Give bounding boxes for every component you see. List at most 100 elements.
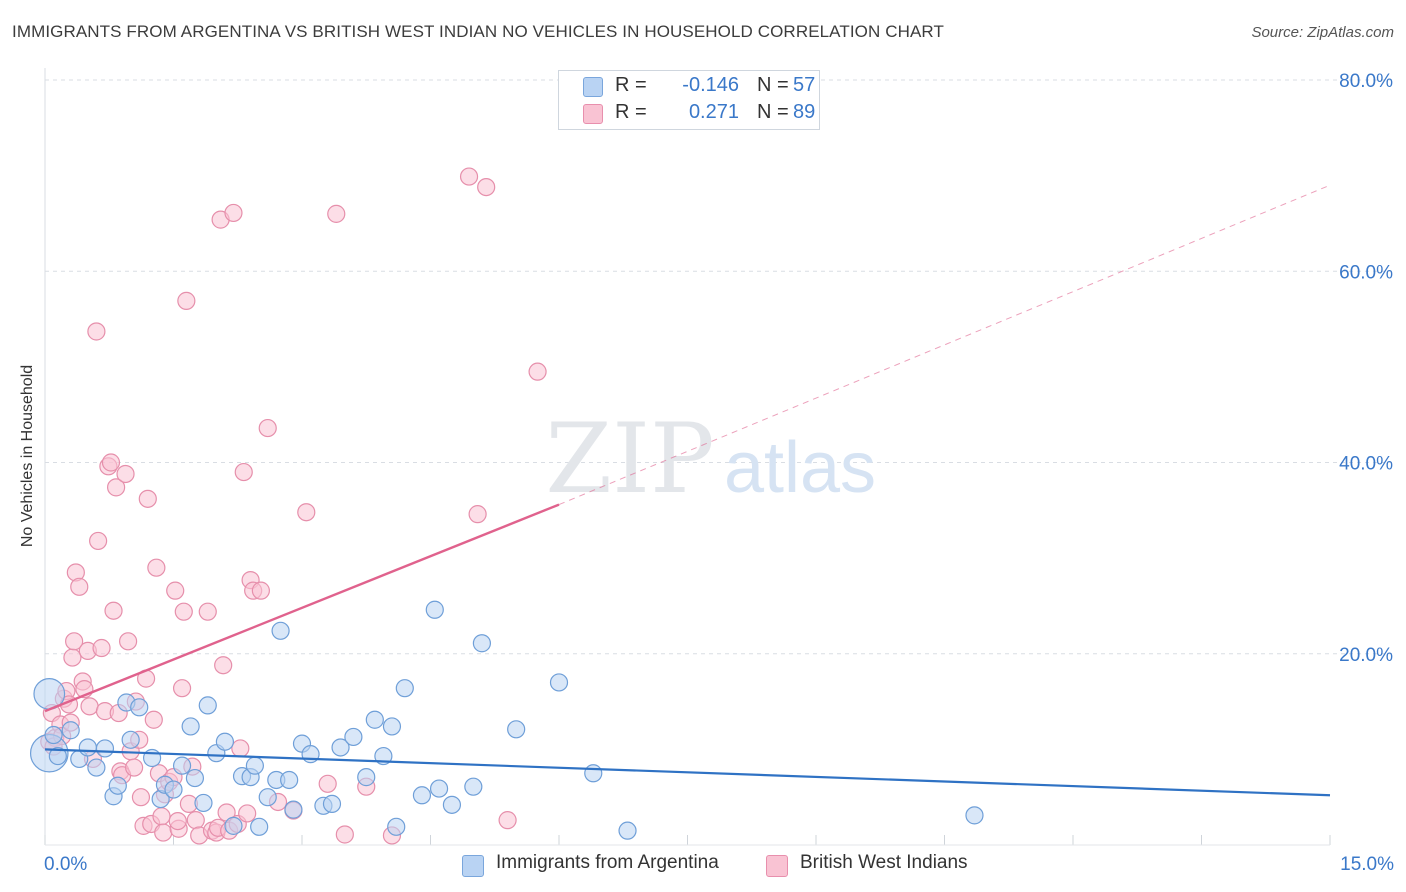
data-point — [395, 679, 414, 698]
data-point — [344, 727, 363, 747]
data-point — [70, 577, 89, 596]
data-point — [63, 648, 82, 667]
data-point — [965, 806, 984, 825]
data-point — [365, 710, 384, 729]
data-point — [198, 602, 217, 621]
data-point — [154, 823, 173, 842]
y-tick-label: 80.0% — [1339, 71, 1393, 92]
data-point — [507, 720, 526, 739]
data-point — [181, 717, 200, 736]
r-value: 0.271 — [688, 101, 739, 123]
n-label: N = — [757, 101, 789, 123]
data-point — [331, 738, 350, 757]
data-point — [258, 418, 277, 438]
data-point — [528, 362, 547, 381]
n-label: N = — [757, 74, 789, 96]
data-point — [104, 601, 123, 620]
data-point — [164, 780, 183, 799]
x-tick-label: 15.0% — [1340, 854, 1394, 875]
legend-label: Immigrants from Argentina — [496, 852, 719, 873]
data-point — [297, 503, 316, 522]
data-point — [429, 779, 449, 798]
data-point — [472, 634, 491, 653]
legend-swatch-blue — [583, 77, 603, 97]
data-point — [89, 531, 108, 551]
n-value: 57 — [793, 74, 816, 96]
data-point — [130, 698, 149, 717]
series-legend: Immigrants from Argentina British West I… — [0, 850, 1406, 878]
watermark-zip: ZIP — [545, 403, 714, 515]
data-point — [382, 717, 402, 736]
data-point — [121, 730, 140, 749]
y-tick-label: 20.0% — [1339, 645, 1393, 666]
chart-title: IMMIGRANTS FROM ARGENTINA VS BRITISH WES… — [12, 22, 944, 41]
axis-tick-labels: 20.0% 40.0% 60.0% 80.0% 0.0% 15.0% — [44, 71, 1394, 875]
data-point — [224, 816, 243, 835]
legend-swatch-pink — [583, 104, 603, 124]
data-point — [477, 178, 496, 197]
data-point — [231, 739, 250, 758]
legend-swatch-blue — [462, 855, 484, 877]
data-point — [172, 679, 192, 698]
data-point — [198, 696, 217, 715]
data-point — [387, 817, 406, 836]
data-point — [44, 725, 63, 745]
data-point — [412, 786, 432, 805]
data-point — [224, 203, 243, 223]
data-point — [194, 793, 213, 813]
data-point — [48, 746, 67, 766]
data-point — [92, 638, 111, 658]
data-point — [459, 167, 479, 186]
data-point — [318, 774, 337, 793]
data-point — [144, 710, 163, 729]
data-point — [101, 453, 121, 472]
data-point — [258, 788, 277, 807]
data-point — [177, 291, 196, 310]
data-point — [215, 732, 234, 751]
data-point — [498, 811, 517, 830]
data-point — [152, 807, 171, 826]
data-point — [549, 673, 569, 692]
r-value: -0.146 — [682, 74, 739, 96]
trend-extension-british-west-indians — [558, 184, 1331, 506]
data-point — [78, 738, 97, 757]
data-point — [584, 764, 603, 783]
data-point — [251, 581, 270, 600]
data-point — [65, 632, 84, 651]
data-point — [87, 758, 106, 777]
n-value: 89 — [793, 101, 816, 123]
data-point — [108, 776, 127, 795]
series-immigrants-from-argentina — [29, 600, 984, 840]
data-point — [131, 788, 151, 807]
data-point — [168, 811, 187, 831]
data-point — [172, 756, 192, 775]
watermark-atlas: atlas — [724, 428, 876, 508]
grid-lines — [44, 68, 1392, 846]
trend-line-argentina — [44, 748, 1331, 797]
data-point — [442, 795, 462, 814]
source-label: Source: ZipAtlas.com — [1251, 24, 1394, 41]
data-point — [245, 756, 264, 775]
data-point — [61, 721, 80, 740]
data-point — [335, 825, 354, 844]
data-point — [80, 697, 99, 716]
data-point — [138, 489, 157, 508]
data-point — [166, 581, 185, 600]
y-tick-label: 60.0% — [1339, 262, 1393, 283]
data-point — [95, 739, 115, 758]
trend-lines — [44, 184, 1331, 797]
data-point — [284, 800, 303, 819]
trend-line-british-west-indians — [44, 503, 560, 713]
r-label: R = — [615, 101, 647, 123]
legend-label: British West Indians — [800, 852, 968, 873]
legend-swatch-pink — [766, 855, 788, 877]
data-point — [107, 478, 126, 497]
data-point — [618, 821, 637, 840]
data-point — [468, 505, 487, 524]
data-point — [464, 777, 483, 796]
data-point — [87, 322, 106, 341]
data-point — [118, 632, 138, 651]
data-point — [116, 464, 135, 484]
data-point — [234, 462, 253, 482]
